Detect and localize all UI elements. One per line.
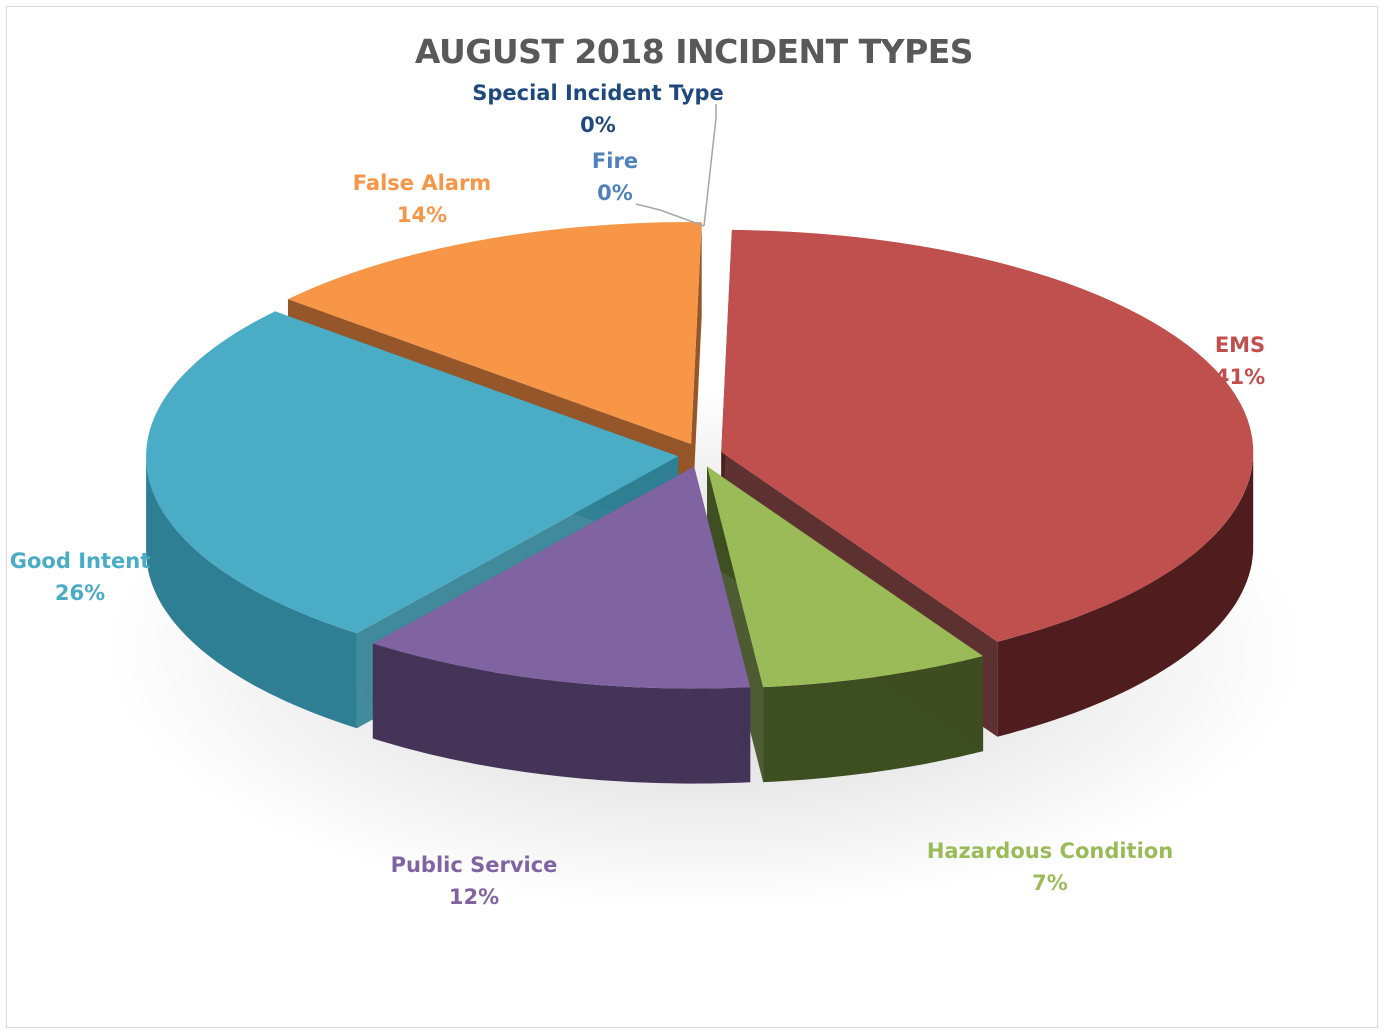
pie-slice-false-alarm	[287, 222, 702, 445]
slice-name-special-incident-type: Special Incident Type	[472, 81, 724, 105]
pie-edge-false-alarm	[691, 222, 702, 540]
leader-line-0	[635, 203, 705, 227]
slice-name-fire: Fire	[592, 149, 638, 173]
slice-value-hazardous-condition: 7%	[1032, 871, 1068, 895]
pie-side-ems	[997, 451, 1254, 737]
slice-name-public-service: Public Service	[391, 853, 558, 877]
slice-name-good-intent: Good Intent	[10, 549, 150, 573]
slice-value-ems: 41%	[1215, 365, 1265, 389]
slice-name-false-alarm: False Alarm	[353, 171, 491, 195]
slice-value-false-alarm: 14%	[397, 203, 447, 227]
pie-slice-ems	[721, 229, 1254, 642]
pie-slice-good-intent	[146, 311, 679, 634]
chart-frame	[6, 6, 1378, 1028]
slice-name-ems: EMS	[1215, 333, 1265, 357]
slice-value-good-intent: 26%	[55, 581, 105, 605]
pie-slice-hazardous-condition	[707, 466, 984, 688]
chart-title: AUGUST 2018 INCIDENT TYPES	[414, 32, 974, 71]
slice-name-hazardous-condition: Hazardous Condition	[927, 839, 1173, 863]
slice-value-fire: 0%	[597, 181, 633, 205]
slice-value-public-service: 12%	[449, 885, 499, 909]
leader-line-1	[703, 104, 717, 227]
pie-side-good-intent	[146, 456, 357, 729]
slice-value-special-incident-type: 0%	[580, 113, 616, 137]
pie-slice-public-service	[372, 466, 751, 689]
